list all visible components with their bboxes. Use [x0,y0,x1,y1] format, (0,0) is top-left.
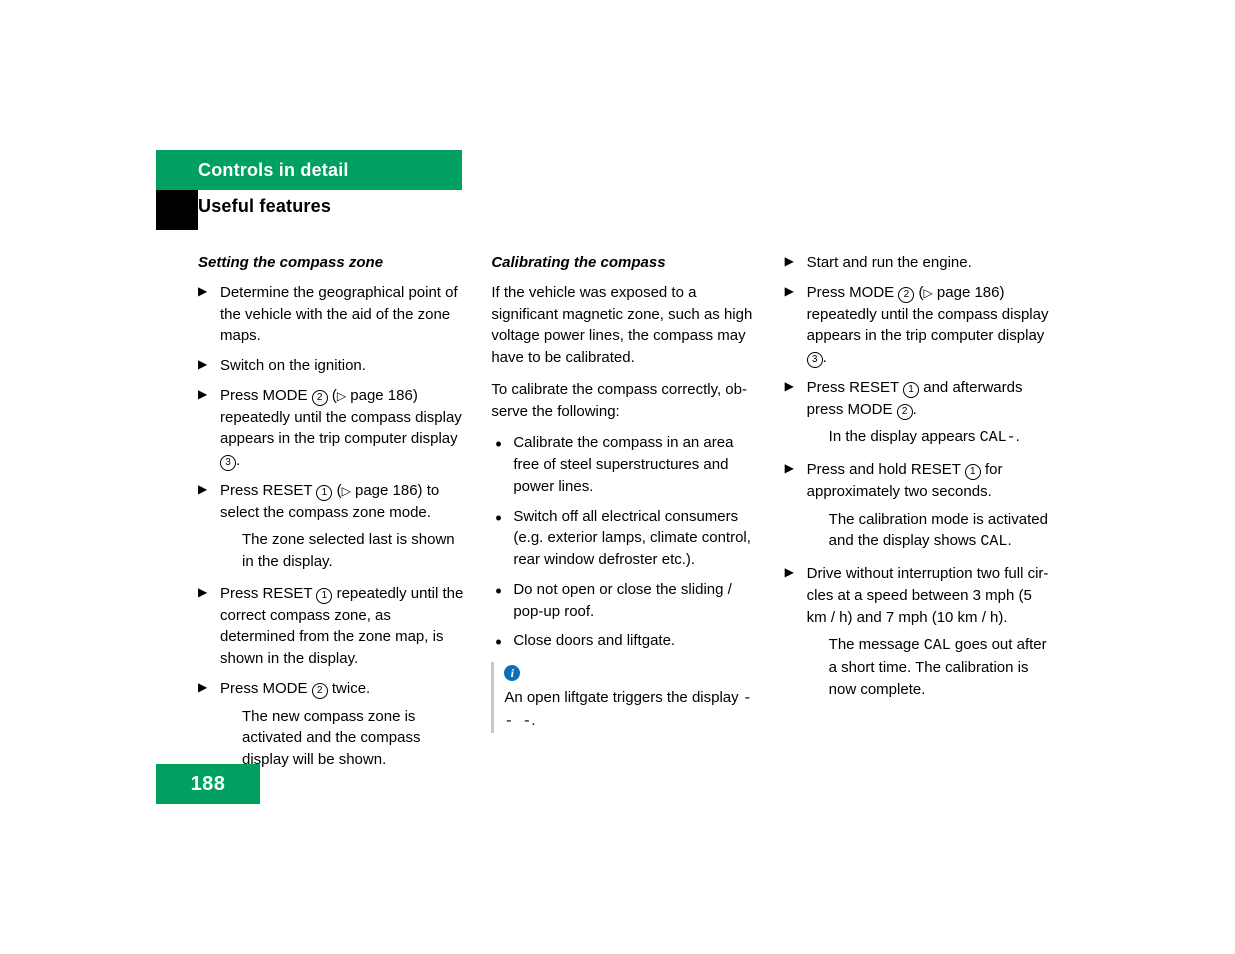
step-item: Press MODE 2 (▷ page 186) repeat­edly un… [198,385,465,472]
text-fragment: . [236,452,240,469]
mono-text: CAL [924,637,951,654]
manual-page: Controls in detail Useful features 188 S… [0,0,1235,954]
text-fragment: An open liftgate triggers the display [504,689,742,706]
step-item: Press RESET 1 and afterwards press MODE … [785,377,1052,449]
mono-text: CAL [980,533,1007,550]
step-result: The calibration mode is activated and th… [829,509,1052,554]
step-item: Press MODE 2 twice. The new compass zone… [198,678,465,771]
step-item: Determine the geographical point of the … [198,282,465,347]
text-fragment: ( [332,482,341,499]
text-fragment: ( [914,284,923,301]
column-1: Setting the compass zone Determine the g… [198,252,465,781]
paragraph: If the vehicle was exposed to a signific… [491,282,758,369]
step-item: Press MODE 2 (▷ page 186) repeat­edly un… [785,282,1052,369]
mono-text: CAL- [980,429,1016,446]
paragraph: To calibrate the compass correctly, ob­s… [491,379,758,423]
bullet-item: Switch off all electrical consumers (e.g… [491,506,758,571]
col3-steps: Start and run the engine. Press MODE 2 (… [785,252,1052,701]
step-item: Press and hold RESET 1 for approxi­matel… [785,459,1052,553]
page-ref-icon: ▷ [337,388,346,405]
text-fragment: Press RESET [220,585,316,602]
text-fragment: twice. [328,680,371,697]
content-columns: Setting the compass zone Determine the g… [198,252,1052,781]
circled-ref-icon: 2 [312,683,328,699]
step-result: In the display appears CAL-. [829,426,1052,449]
text-fragment: ( [328,387,337,404]
text-fragment: In the display appears [829,428,980,445]
text-fragment: Press MODE [807,284,899,301]
text-fragment: Press and hold RESET [807,461,965,478]
text-fragment: . [531,712,535,729]
step-item: Switch on the ignition. [198,355,465,377]
text-fragment: Press RESET [220,482,316,499]
section-header: Useful features [198,196,331,217]
step-item: Drive without interruption two full cir­… [785,563,1052,701]
column-3: Start and run the engine. Press MODE 2 (… [785,252,1052,781]
circled-ref-icon: 3 [807,352,823,368]
page-ref-icon: ▷ [342,483,351,500]
circled-ref-icon: 3 [220,455,236,471]
text-fragment: . [823,349,827,366]
text-fragment: Press MODE [220,680,312,697]
text-fragment: . [1007,532,1011,549]
circled-ref-icon: 1 [316,485,332,501]
col1-title: Setting the compass zone [198,252,465,274]
text-fragment: The calibration mode is activated and th… [829,511,1048,550]
text-fragment: Press MODE [220,387,312,404]
circled-ref-icon: 1 [316,588,332,604]
circled-ref-icon: 2 [897,404,913,420]
chapter-header: Controls in detail [156,150,462,190]
text-fragment: Press RESET [807,379,903,396]
step-item: Press RESET 1 repeatedly until the corre… [198,583,465,670]
step-result: The new compass zone is activated and th… [242,706,465,771]
text-fragment: . [913,401,917,418]
text-fragment: Drive without interruption two full cir­… [807,565,1049,626]
column-2: Calibrating the compass If the vehicle w… [491,252,758,781]
circled-ref-icon: 1 [965,464,981,480]
col2-bullets: Calibrate the compass in an area free of… [491,432,758,652]
page-ref-icon: ▷ [924,285,933,302]
info-icon: i [504,665,520,681]
step-item: Press RESET 1 (▷ page 186) to select the… [198,480,465,573]
circled-ref-icon: 2 [898,287,914,303]
step-result: The message CAL goes out after a short t… [829,634,1052,700]
info-note: i An open liftgate triggers the display … [491,662,758,733]
text-fragment: The message [829,636,924,653]
col2-title: Calibrating the compass [491,252,758,274]
bullet-item: Close doors and liftgate. [491,630,758,652]
header-accent-square [156,190,198,230]
step-result: The zone selected last is shown in the d… [242,529,465,573]
step-item: Start and run the engine. [785,252,1052,274]
bullet-item: Do not open or close the sliding / pop‑u… [491,579,758,623]
col1-steps: Determine the geographical point of the … [198,282,465,771]
circled-ref-icon: 2 [312,390,328,406]
text-fragment: . [1016,428,1020,445]
circled-ref-icon: 1 [903,382,919,398]
bullet-item: Calibrate the compass in an area free of… [491,432,758,497]
note-text: An open liftgate triggers the display - … [504,687,758,733]
